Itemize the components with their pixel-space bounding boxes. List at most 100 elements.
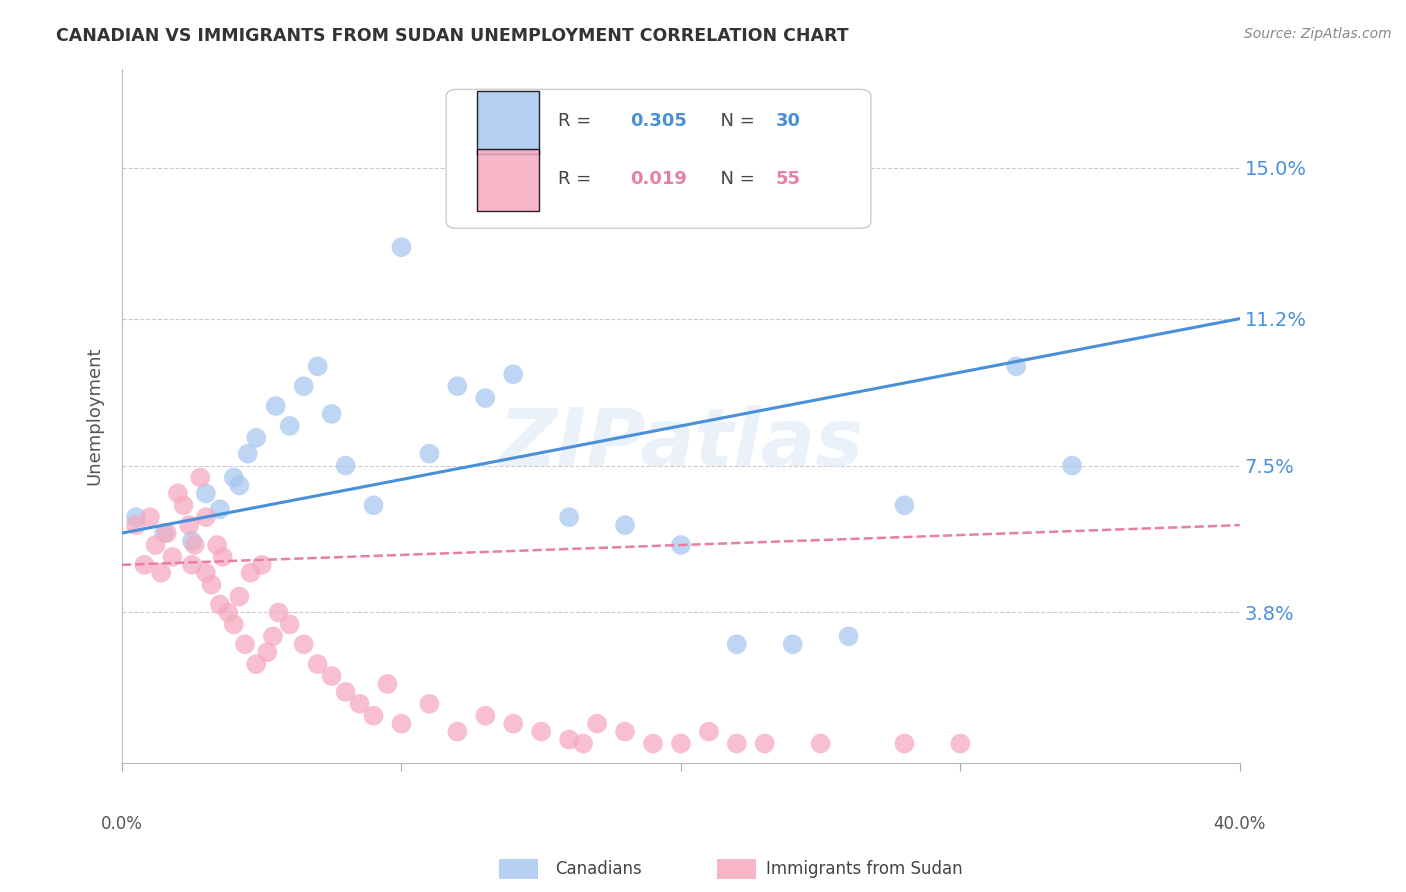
- Point: [211, 549, 233, 564]
- Point: [474, 708, 496, 723]
- Point: [208, 598, 231, 612]
- Point: [530, 724, 553, 739]
- Point: [180, 534, 202, 549]
- Text: Source: ZipAtlas.com: Source: ZipAtlas.com: [1244, 27, 1392, 41]
- Point: [228, 590, 250, 604]
- Point: [183, 538, 205, 552]
- Point: [156, 526, 179, 541]
- Point: [363, 708, 385, 723]
- Text: ZIPatlas: ZIPatlas: [498, 405, 863, 483]
- Text: N =: N =: [709, 112, 761, 130]
- Point: [586, 716, 609, 731]
- Point: [614, 724, 637, 739]
- Point: [377, 677, 399, 691]
- Point: [810, 737, 832, 751]
- Point: [893, 737, 915, 751]
- Point: [418, 447, 440, 461]
- Point: [153, 526, 176, 541]
- Text: 55: 55: [776, 169, 801, 187]
- Point: [321, 669, 343, 683]
- Y-axis label: Unemployment: Unemployment: [86, 347, 103, 485]
- Point: [180, 558, 202, 572]
- Point: [150, 566, 173, 580]
- Point: [145, 538, 167, 552]
- Point: [278, 418, 301, 433]
- Point: [125, 510, 148, 524]
- Point: [418, 697, 440, 711]
- Point: [446, 724, 468, 739]
- Point: [292, 379, 315, 393]
- Text: 0.0%: 0.0%: [101, 815, 143, 833]
- Point: [208, 502, 231, 516]
- Point: [335, 458, 357, 473]
- Point: [669, 538, 692, 552]
- Point: [125, 518, 148, 533]
- Text: R =: R =: [558, 169, 598, 187]
- Point: [391, 240, 413, 254]
- Text: Canadians: Canadians: [555, 860, 643, 878]
- Point: [307, 657, 329, 672]
- Point: [558, 732, 581, 747]
- Text: 40.0%: 40.0%: [1213, 815, 1265, 833]
- Point: [321, 407, 343, 421]
- Text: 0.305: 0.305: [631, 112, 688, 130]
- Point: [363, 498, 385, 512]
- Point: [558, 510, 581, 524]
- Point: [572, 737, 595, 751]
- Point: [502, 368, 524, 382]
- Point: [446, 379, 468, 393]
- FancyBboxPatch shape: [446, 89, 870, 228]
- Point: [1062, 458, 1084, 473]
- Point: [245, 431, 267, 445]
- Text: 30: 30: [776, 112, 801, 130]
- Point: [194, 566, 217, 580]
- Point: [264, 399, 287, 413]
- Text: R =: R =: [558, 112, 598, 130]
- Text: Immigrants from Sudan: Immigrants from Sudan: [766, 860, 963, 878]
- Point: [502, 716, 524, 731]
- Point: [474, 391, 496, 405]
- Point: [949, 737, 972, 751]
- Point: [262, 629, 284, 643]
- Text: 0.019: 0.019: [631, 169, 688, 187]
- Point: [139, 510, 162, 524]
- Point: [239, 566, 262, 580]
- Point: [725, 637, 748, 651]
- Point: [233, 637, 256, 651]
- Point: [349, 697, 371, 711]
- Point: [217, 606, 239, 620]
- Point: [250, 558, 273, 572]
- Point: [782, 637, 804, 651]
- Point: [893, 498, 915, 512]
- Point: [669, 737, 692, 751]
- Point: [267, 606, 290, 620]
- Point: [614, 518, 637, 533]
- Point: [167, 486, 190, 500]
- FancyBboxPatch shape: [478, 149, 538, 211]
- Point: [725, 737, 748, 751]
- Point: [173, 498, 195, 512]
- Point: [236, 447, 259, 461]
- Point: [228, 478, 250, 492]
- Point: [307, 359, 329, 374]
- Text: N =: N =: [709, 169, 761, 187]
- Point: [278, 617, 301, 632]
- Point: [162, 549, 184, 564]
- Point: [335, 685, 357, 699]
- FancyBboxPatch shape: [478, 91, 538, 153]
- Point: [641, 737, 664, 751]
- Point: [134, 558, 156, 572]
- Point: [292, 637, 315, 651]
- Point: [200, 577, 222, 591]
- Point: [188, 470, 211, 484]
- Text: CANADIAN VS IMMIGRANTS FROM SUDAN UNEMPLOYMENT CORRELATION CHART: CANADIAN VS IMMIGRANTS FROM SUDAN UNEMPL…: [56, 27, 849, 45]
- Point: [194, 486, 217, 500]
- Point: [179, 518, 201, 533]
- Point: [838, 629, 860, 643]
- Point: [222, 470, 245, 484]
- Point: [222, 617, 245, 632]
- Point: [256, 645, 278, 659]
- Point: [194, 510, 217, 524]
- Point: [205, 538, 228, 552]
- Point: [1005, 359, 1028, 374]
